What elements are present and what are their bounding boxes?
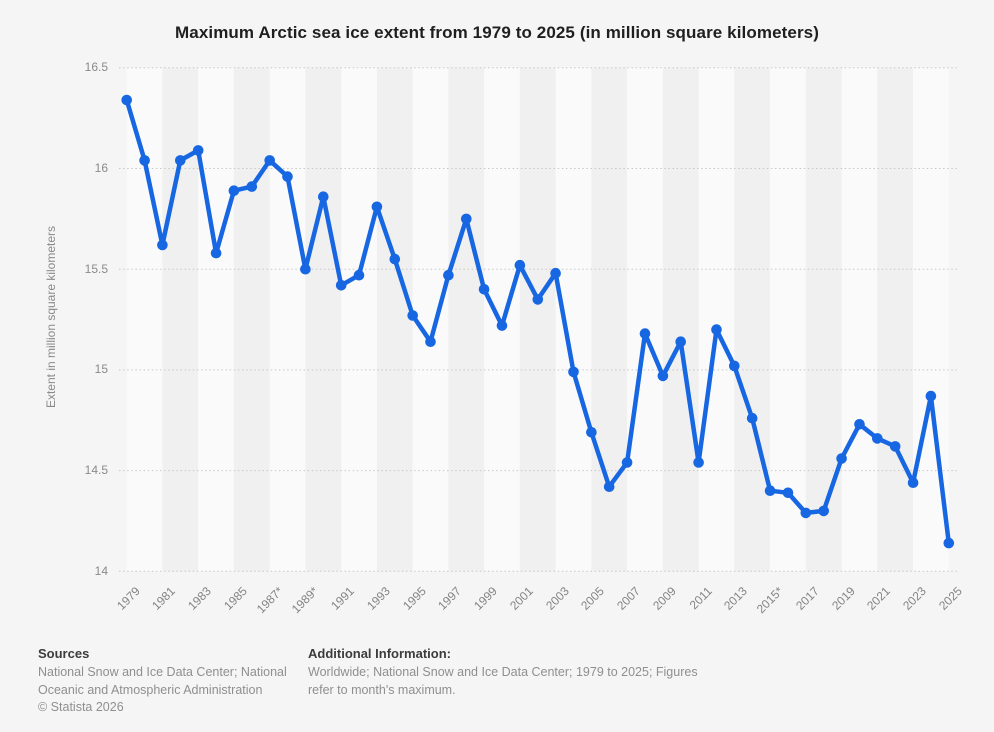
- background-band: [877, 67, 914, 572]
- data-point[interactable]: [353, 269, 365, 281]
- background-band: [662, 67, 699, 572]
- additional-info-heading: Additional Information:: [308, 646, 451, 661]
- data-point[interactable]: [729, 360, 740, 372]
- data-point[interactable]: [782, 487, 794, 499]
- background-band: [627, 67, 663, 572]
- data-point[interactable]: [836, 453, 847, 464]
- background-band: [591, 67, 628, 572]
- data-point[interactable]: [889, 441, 901, 452]
- background-band: [734, 67, 771, 572]
- background-band: [519, 67, 556, 572]
- data-point[interactable]: [461, 213, 472, 225]
- additional-info-block: Additional Information: Worldwide; Natio…: [308, 646, 700, 699]
- background-band: [305, 67, 342, 572]
- data-point[interactable]: [532, 294, 544, 305]
- data-point[interactable]: [693, 457, 704, 468]
- data-point[interactable]: [407, 310, 419, 321]
- background-band: [198, 67, 234, 572]
- data-point[interactable]: [925, 390, 937, 402]
- background-band: [162, 67, 199, 572]
- data-point[interactable]: [872, 433, 883, 444]
- background-band: [412, 67, 449, 572]
- data-point[interactable]: [746, 412, 758, 424]
- data-point[interactable]: [175, 155, 186, 166]
- data-point[interactable]: [282, 171, 293, 182]
- y-tick-label: 15: [94, 362, 108, 377]
- y-tick-label: 16: [94, 161, 108, 175]
- data-point[interactable]: [264, 155, 276, 166]
- copyright: © Statista 2026: [38, 700, 124, 714]
- sources-heading: Sources: [38, 646, 90, 661]
- data-point[interactable]: [425, 336, 436, 348]
- data-point[interactable]: [907, 477, 919, 489]
- background-band: [841, 67, 878, 572]
- background-band: [233, 67, 270, 572]
- data-point[interactable]: [496, 320, 508, 331]
- data-point[interactable]: [657, 370, 669, 382]
- sources-block: Sources National Snow and Ice Data Cente…: [38, 646, 290, 717]
- background-band: [376, 67, 413, 572]
- data-point[interactable]: [300, 263, 311, 275]
- data-point[interactable]: [192, 145, 204, 156]
- data-point[interactable]: [818, 505, 829, 517]
- data-point[interactable]: [854, 419, 865, 430]
- background-band: [698, 67, 735, 572]
- data-point[interactable]: [621, 457, 633, 468]
- background-band: [448, 67, 485, 572]
- data-point[interactable]: [139, 155, 150, 166]
- y-tick-label: 16.5: [84, 60, 108, 75]
- sources-text: National Snow and Ice Data Center; Natio…: [38, 665, 287, 697]
- background-band: [126, 67, 163, 572]
- data-point[interactable]: [675, 336, 686, 348]
- data-point[interactable]: [210, 247, 222, 259]
- data-point[interactable]: [157, 239, 168, 251]
- data-point[interactable]: [943, 537, 955, 549]
- data-point[interactable]: [443, 269, 454, 281]
- data-point[interactable]: [568, 366, 579, 378]
- data-point[interactable]: [246, 181, 258, 192]
- background-band: [770, 67, 806, 572]
- data-point[interactable]: [335, 280, 347, 291]
- additional-info-text: Worldwide; National Snow and Ice Data Ce…: [308, 665, 698, 697]
- background-band: [341, 67, 377, 572]
- data-point[interactable]: [800, 507, 812, 519]
- y-tick-label: 14: [94, 563, 108, 578]
- background-band: [269, 67, 306, 572]
- data-point[interactable]: [764, 485, 776, 497]
- data-point[interactable]: [228, 185, 240, 196]
- y-tick-label: 15.5: [84, 261, 108, 276]
- data-point[interactable]: [371, 201, 383, 213]
- data-point[interactable]: [603, 481, 615, 493]
- data-point[interactable]: [711, 324, 722, 335]
- page-title: Maximum Arctic sea ice extent from 1979 …: [175, 23, 819, 42]
- y-tick-label: 14.5: [84, 463, 108, 478]
- data-point[interactable]: [639, 328, 651, 339]
- data-point[interactable]: [550, 267, 561, 279]
- data-point[interactable]: [478, 284, 490, 295]
- data-point[interactable]: [318, 191, 329, 202]
- background-band: [555, 67, 592, 572]
- data-point[interactable]: [389, 253, 401, 265]
- data-point[interactable]: [514, 259, 526, 271]
- data-point[interactable]: [121, 94, 132, 106]
- data-point[interactable]: [586, 427, 597, 438]
- background-band: [805, 67, 842, 572]
